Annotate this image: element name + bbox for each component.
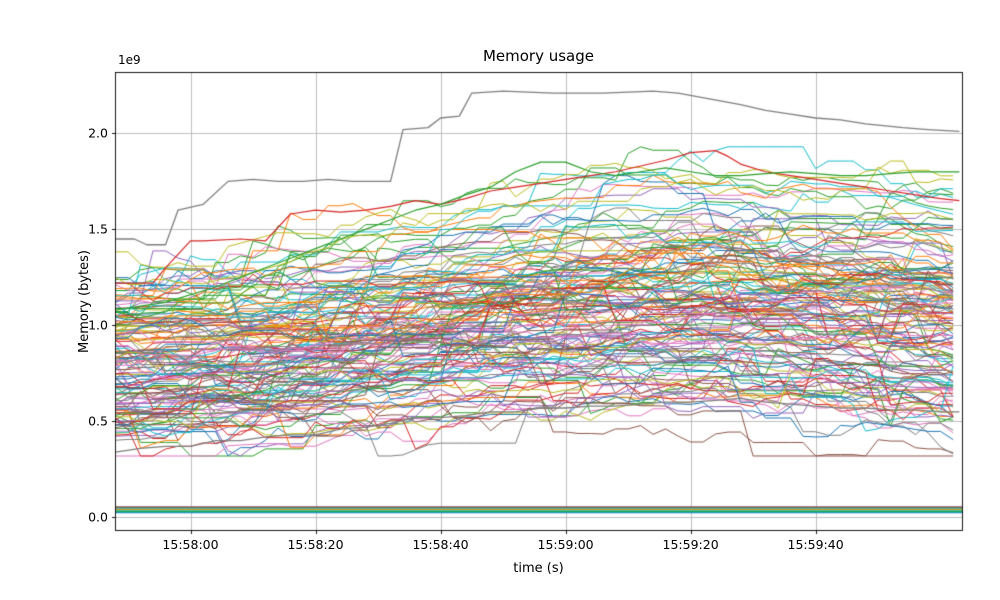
x-tick-label: 15:59:00: [537, 537, 594, 552]
y-tick-label: 2.0: [88, 125, 108, 141]
x-axis-label: time (s): [513, 561, 564, 576]
x-tick-label: 15:58:40: [412, 537, 469, 552]
chart-title: Memory usage: [482, 47, 595, 65]
y-tick-label: 0.5: [88, 413, 108, 429]
y-tick-label: 1.5: [88, 221, 108, 237]
x-tick-label: 15:58:00: [162, 537, 219, 552]
y-tick-label: 1.0: [88, 317, 108, 333]
x-tick-label: 15:59:20: [662, 537, 719, 552]
x-tick-label: 15:58:20: [287, 537, 344, 552]
x-tick-label: 15:59:40: [787, 537, 844, 552]
y-tick-label: 0.0: [88, 509, 108, 525]
y-axis-offset-label: 1e9: [118, 53, 141, 67]
